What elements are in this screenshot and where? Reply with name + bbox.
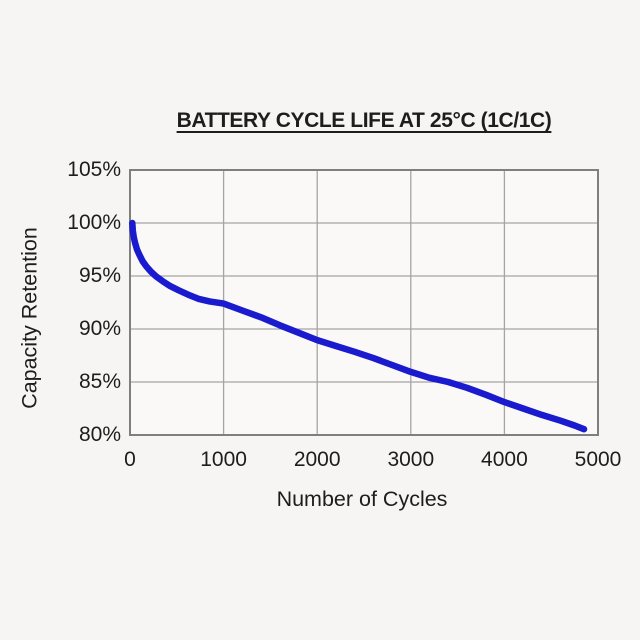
x-tick-label: 0 [124, 448, 136, 471]
x-tick-label: 5000 [574, 448, 622, 471]
x-tick-label: 4000 [481, 448, 528, 471]
y-tick-label: 90% [78, 317, 121, 340]
capacity-retention-curve [129, 219, 588, 433]
x-tick-label: 1000 [200, 448, 247, 471]
y-tick-label: 100% [67, 211, 121, 234]
x-tick-label: 2000 [293, 448, 341, 471]
chart-title: BATTERY CYCLE LIFE AT 25°C (1C/1C) [176, 109, 552, 132]
plot-border [129, 169, 599, 436]
y-tick-label: 85% [78, 370, 121, 393]
y-tick-label: 105% [67, 158, 121, 181]
x-tick-label: 3000 [387, 448, 435, 471]
y-tick-label: 95% [78, 264, 121, 287]
y-tick-label: 80% [78, 423, 121, 446]
x-axis-title: Number of Cycles [276, 487, 448, 511]
